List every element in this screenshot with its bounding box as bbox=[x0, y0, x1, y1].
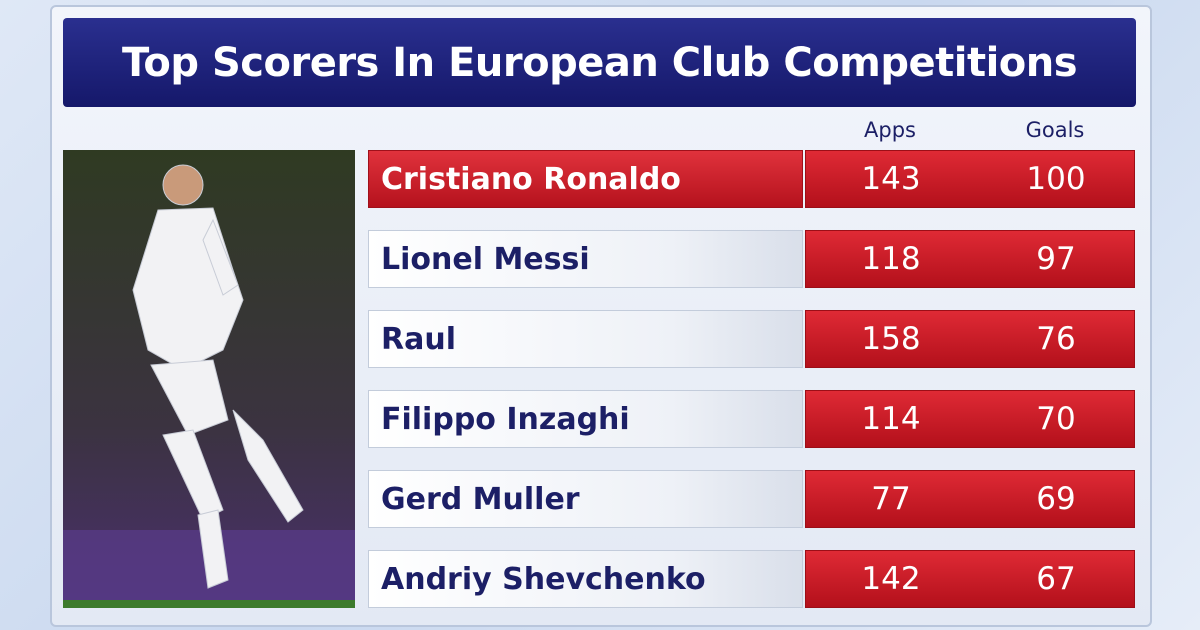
player-name: Lionel Messi bbox=[368, 230, 803, 288]
apps: 118 bbox=[861, 241, 921, 277]
stats-box: 158 76 bbox=[805, 310, 1135, 368]
stats-box: 114 70 bbox=[805, 390, 1135, 448]
apps: 114 bbox=[861, 401, 921, 437]
goals: 70 bbox=[1036, 401, 1076, 437]
stats-box: 118 97 bbox=[805, 230, 1135, 288]
goals: 97 bbox=[1036, 241, 1076, 277]
apps: 77 bbox=[871, 481, 911, 517]
player-name: Gerd Muller bbox=[368, 470, 803, 528]
goals: 69 bbox=[1036, 481, 1076, 517]
table-row: Filippo Inzaghi 114 70 bbox=[368, 390, 1135, 448]
column-header: Goals bbox=[1025, 118, 1085, 142]
table-row: Lionel Messi 118 97 bbox=[368, 230, 1135, 288]
table-row: Gerd Muller 77 69 bbox=[368, 470, 1135, 528]
table-row: Andriy Shevchenko 142 67 bbox=[368, 550, 1135, 608]
title: Top Scorers In European Club Competition… bbox=[121, 39, 1078, 86]
goals: 67 bbox=[1036, 561, 1076, 597]
goals: 100 bbox=[1026, 161, 1086, 197]
player-name: Andriy Shevchenko bbox=[368, 550, 803, 608]
stats-box: 143 100 bbox=[805, 150, 1135, 208]
player-name: Raul bbox=[368, 310, 803, 368]
player-photo bbox=[63, 150, 355, 608]
player-name: Filippo Inzaghi bbox=[368, 390, 803, 448]
player-name: Cristiano Ronaldo bbox=[368, 150, 803, 208]
stats-box: 77 69 bbox=[805, 470, 1135, 528]
apps: 143 bbox=[861, 161, 921, 197]
stats-box: 142 67 bbox=[805, 550, 1135, 608]
title-bar: Top Scorers In European Club Competition… bbox=[63, 18, 1136, 107]
apps: 142 bbox=[861, 561, 921, 597]
table-row: Cristiano Ronaldo 143 100 bbox=[368, 150, 1135, 208]
table-row: Raul 158 76 bbox=[368, 310, 1135, 368]
column-header: Apps bbox=[864, 118, 916, 142]
apps: 158 bbox=[861, 321, 921, 357]
goals: 76 bbox=[1036, 321, 1076, 357]
